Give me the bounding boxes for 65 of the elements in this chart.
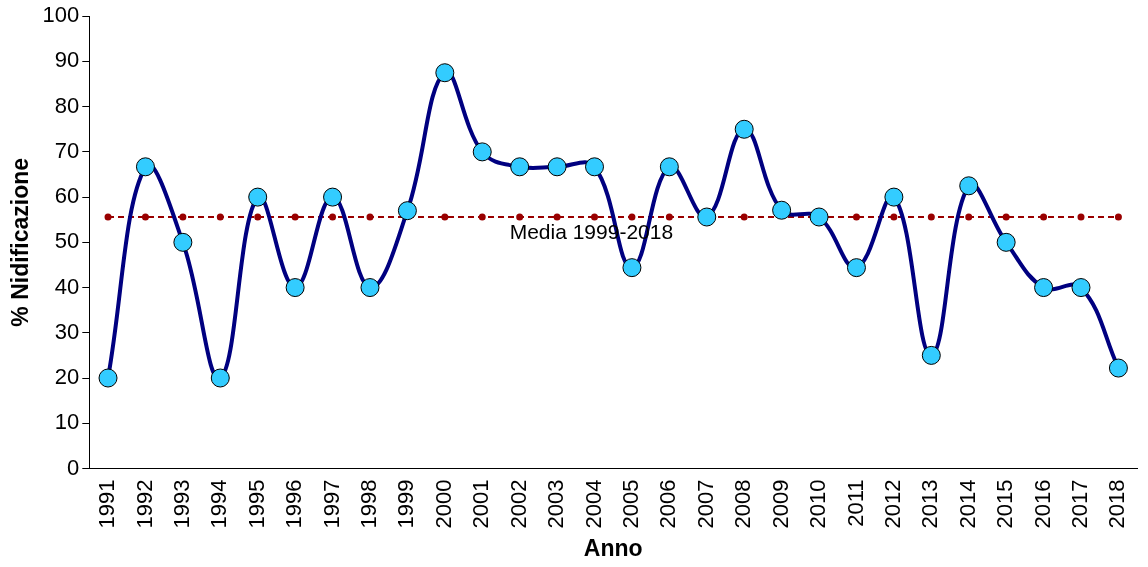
point [141, 213, 149, 221]
point [852, 213, 860, 221]
x-tick-label: 1993 [168, 479, 194, 529]
x-tick-label: 2012 [879, 479, 905, 529]
x-tick-label: 1998 [356, 479, 382, 529]
x-axis-title: Anno [583, 534, 643, 561]
x-tick-label: 1999 [393, 479, 419, 529]
point [329, 213, 337, 221]
point [1040, 213, 1048, 221]
y-tick-label: 30 [54, 318, 80, 344]
x-tick-label: 2010 [805, 479, 831, 529]
point [553, 213, 561, 221]
x-tick-label: 1991 [94, 479, 120, 529]
x-tick-label: 2016 [1029, 479, 1055, 529]
point [366, 213, 374, 221]
x-tick-label: 2015 [992, 479, 1018, 529]
x-tick-label: 2013 [917, 479, 943, 529]
x-tick-label: 2002 [505, 479, 531, 529]
point [216, 213, 224, 221]
point [1002, 213, 1010, 221]
point [179, 213, 187, 221]
x-tick-label: 2014 [954, 479, 980, 529]
y-tick-label: 50 [54, 228, 80, 254]
point [890, 213, 898, 221]
y-tick-label: 100 [42, 2, 80, 28]
x-tick-label: 2017 [1067, 479, 1093, 529]
point [927, 213, 935, 221]
x-tick-label: 2003 [543, 479, 569, 529]
y-tick-label: 0 [67, 454, 80, 480]
x-tick-label: 2008 [730, 479, 756, 529]
y-axis-title: % Nidificazione [7, 157, 34, 327]
x-tick-label: 2018 [1104, 479, 1130, 529]
x-tick-label: 2001 [468, 479, 494, 529]
x-tick-label: 1994 [206, 479, 232, 529]
x-tick-label: 2009 [767, 479, 793, 529]
point [516, 213, 524, 221]
point [1077, 213, 1085, 221]
x-tick-label: 1997 [318, 479, 344, 529]
point [591, 213, 599, 221]
point [478, 213, 486, 221]
point [740, 213, 748, 221]
x-tick-label: 2011 [842, 479, 868, 527]
y-tick-label: 70 [54, 137, 80, 163]
y-tick-label: 80 [54, 92, 80, 118]
x-tick-label: 2007 [692, 479, 718, 529]
y-tick-label: 10 [54, 409, 80, 435]
point [254, 213, 262, 221]
x-tick-label: 1996 [281, 479, 307, 529]
y-tick-label: 20 [54, 364, 80, 390]
y-tick-label: 90 [54, 47, 80, 73]
x-tick-label: 1992 [131, 479, 157, 529]
x-tick-label: 2006 [655, 479, 681, 529]
x-tick-label: 2000 [430, 479, 456, 529]
point [665, 213, 673, 221]
point [1114, 213, 1122, 221]
point [104, 213, 112, 221]
x-tick-label: 2005 [617, 479, 643, 529]
point [291, 213, 299, 221]
y-tick-label: 40 [54, 273, 80, 299]
x-tick-label: 1995 [243, 479, 269, 529]
x-tick-label: 2004 [580, 479, 606, 529]
point [628, 213, 636, 221]
point [965, 213, 973, 221]
y-tick-label: 60 [54, 183, 80, 209]
point [441, 213, 449, 221]
